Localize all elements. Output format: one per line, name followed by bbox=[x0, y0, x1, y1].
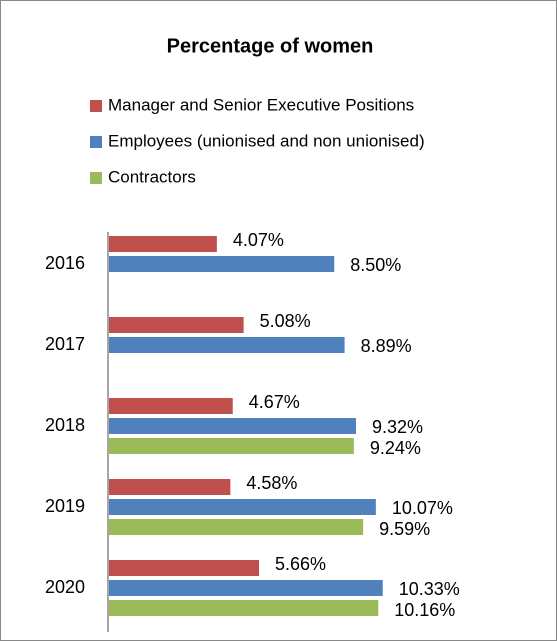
data-label: 10.07% bbox=[392, 498, 453, 518]
bar bbox=[109, 438, 354, 454]
data-label: 8.89% bbox=[361, 336, 412, 356]
bar bbox=[109, 317, 244, 333]
data-label: 9.59% bbox=[379, 519, 430, 539]
bar bbox=[109, 560, 259, 576]
bar bbox=[109, 499, 376, 515]
data-label: 10.16% bbox=[394, 600, 455, 620]
chart-title: Percentage of women bbox=[167, 35, 374, 57]
bar bbox=[109, 398, 233, 414]
legend-label: Manager and Senior Executive Positions bbox=[108, 95, 414, 114]
bar bbox=[109, 479, 231, 495]
bar bbox=[109, 337, 345, 353]
bar bbox=[109, 580, 383, 596]
y-tick-label: 2018 bbox=[45, 415, 85, 435]
y-tick-label: 2017 bbox=[45, 334, 85, 354]
data-label: 5.66% bbox=[275, 554, 326, 574]
bar bbox=[109, 236, 217, 252]
data-label: 5.08% bbox=[260, 311, 311, 331]
data-label: 4.67% bbox=[249, 392, 300, 412]
y-tick-label: 2020 bbox=[45, 577, 85, 597]
data-label: 8.50% bbox=[350, 255, 401, 275]
bar bbox=[109, 600, 379, 616]
bar bbox=[109, 418, 356, 434]
data-label: 4.07% bbox=[233, 230, 284, 250]
data-label: 9.24% bbox=[370, 438, 421, 458]
data-label: 10.33% bbox=[399, 579, 460, 599]
bar bbox=[109, 256, 335, 272]
legend-label: Employees (unionised and non unionised) bbox=[108, 131, 425, 150]
data-label: 9.32% bbox=[372, 417, 423, 437]
y-tick-label: 2019 bbox=[45, 496, 85, 516]
legend-label: Contractors bbox=[108, 167, 196, 186]
bar bbox=[109, 519, 364, 535]
data-label: 4.58% bbox=[246, 473, 297, 493]
y-tick-label: 2016 bbox=[45, 253, 85, 273]
legend-swatch bbox=[90, 172, 102, 184]
legend-swatch bbox=[90, 136, 102, 148]
legend-swatch bbox=[90, 100, 102, 112]
